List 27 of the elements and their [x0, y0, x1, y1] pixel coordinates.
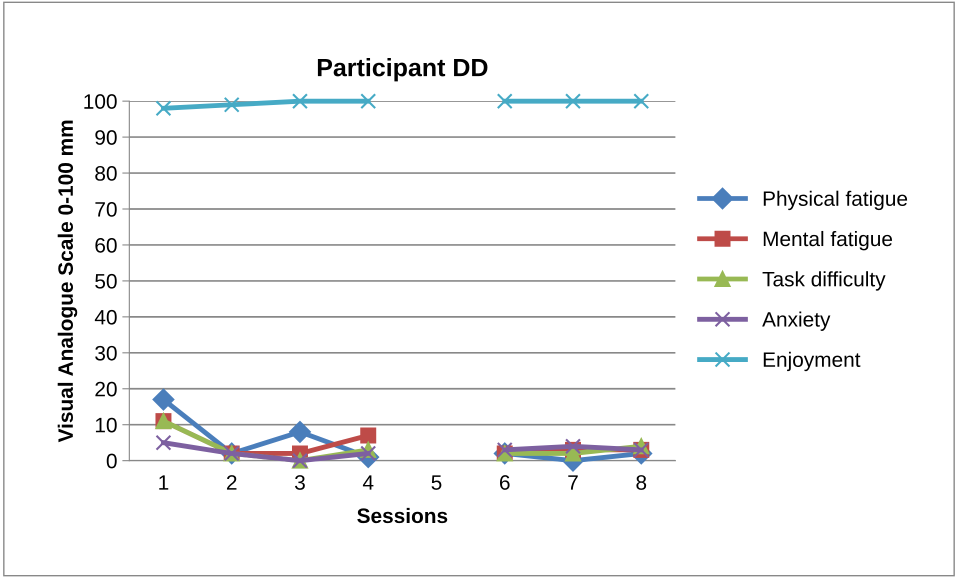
- x-tick-label: 6: [500, 475, 510, 490]
- legend-label: Task difficulty: [762, 271, 886, 291]
- y-tick-label: 10: [96, 418, 117, 432]
- legend-label: Anxiety: [762, 311, 830, 331]
- legend-label: Physical fatigue: [764, 190, 908, 210]
- y-tick-label: 70: [95, 202, 117, 217]
- y-axis-title: Visual Analogue Scale 0-100 mm: [58, 120, 78, 442]
- y-tick-label: 80: [95, 166, 117, 181]
- x-tick-label: 4: [362, 475, 374, 490]
- y-tick-label: 30: [95, 346, 117, 361]
- y-tick-label: 90: [95, 130, 117, 145]
- legend-label: Mental fatigue: [764, 230, 892, 250]
- y-tick-label: 20: [95, 382, 117, 397]
- chart-title: Participant DD: [318, 58, 488, 82]
- x-tick-label: 5: [432, 475, 442, 490]
- legend-label: Enjoyment: [764, 352, 860, 372]
- y-tick-label: 50: [95, 274, 117, 289]
- y-tick-label: 0: [106, 454, 117, 468]
- y-tick-label: 60: [95, 238, 117, 253]
- x-axis-title: Sessions: [357, 508, 448, 524]
- x-tick-label: 3: [294, 475, 305, 490]
- y-tick-label: 100: [84, 94, 117, 109]
- x-tick-label: 8: [636, 475, 646, 490]
- x-tick-label: 7: [568, 475, 578, 490]
- x-tick-label: 1: [159, 475, 168, 490]
- y-tick-label: 40: [94, 310, 117, 325]
- x-tick-label: 2: [226, 475, 236, 490]
